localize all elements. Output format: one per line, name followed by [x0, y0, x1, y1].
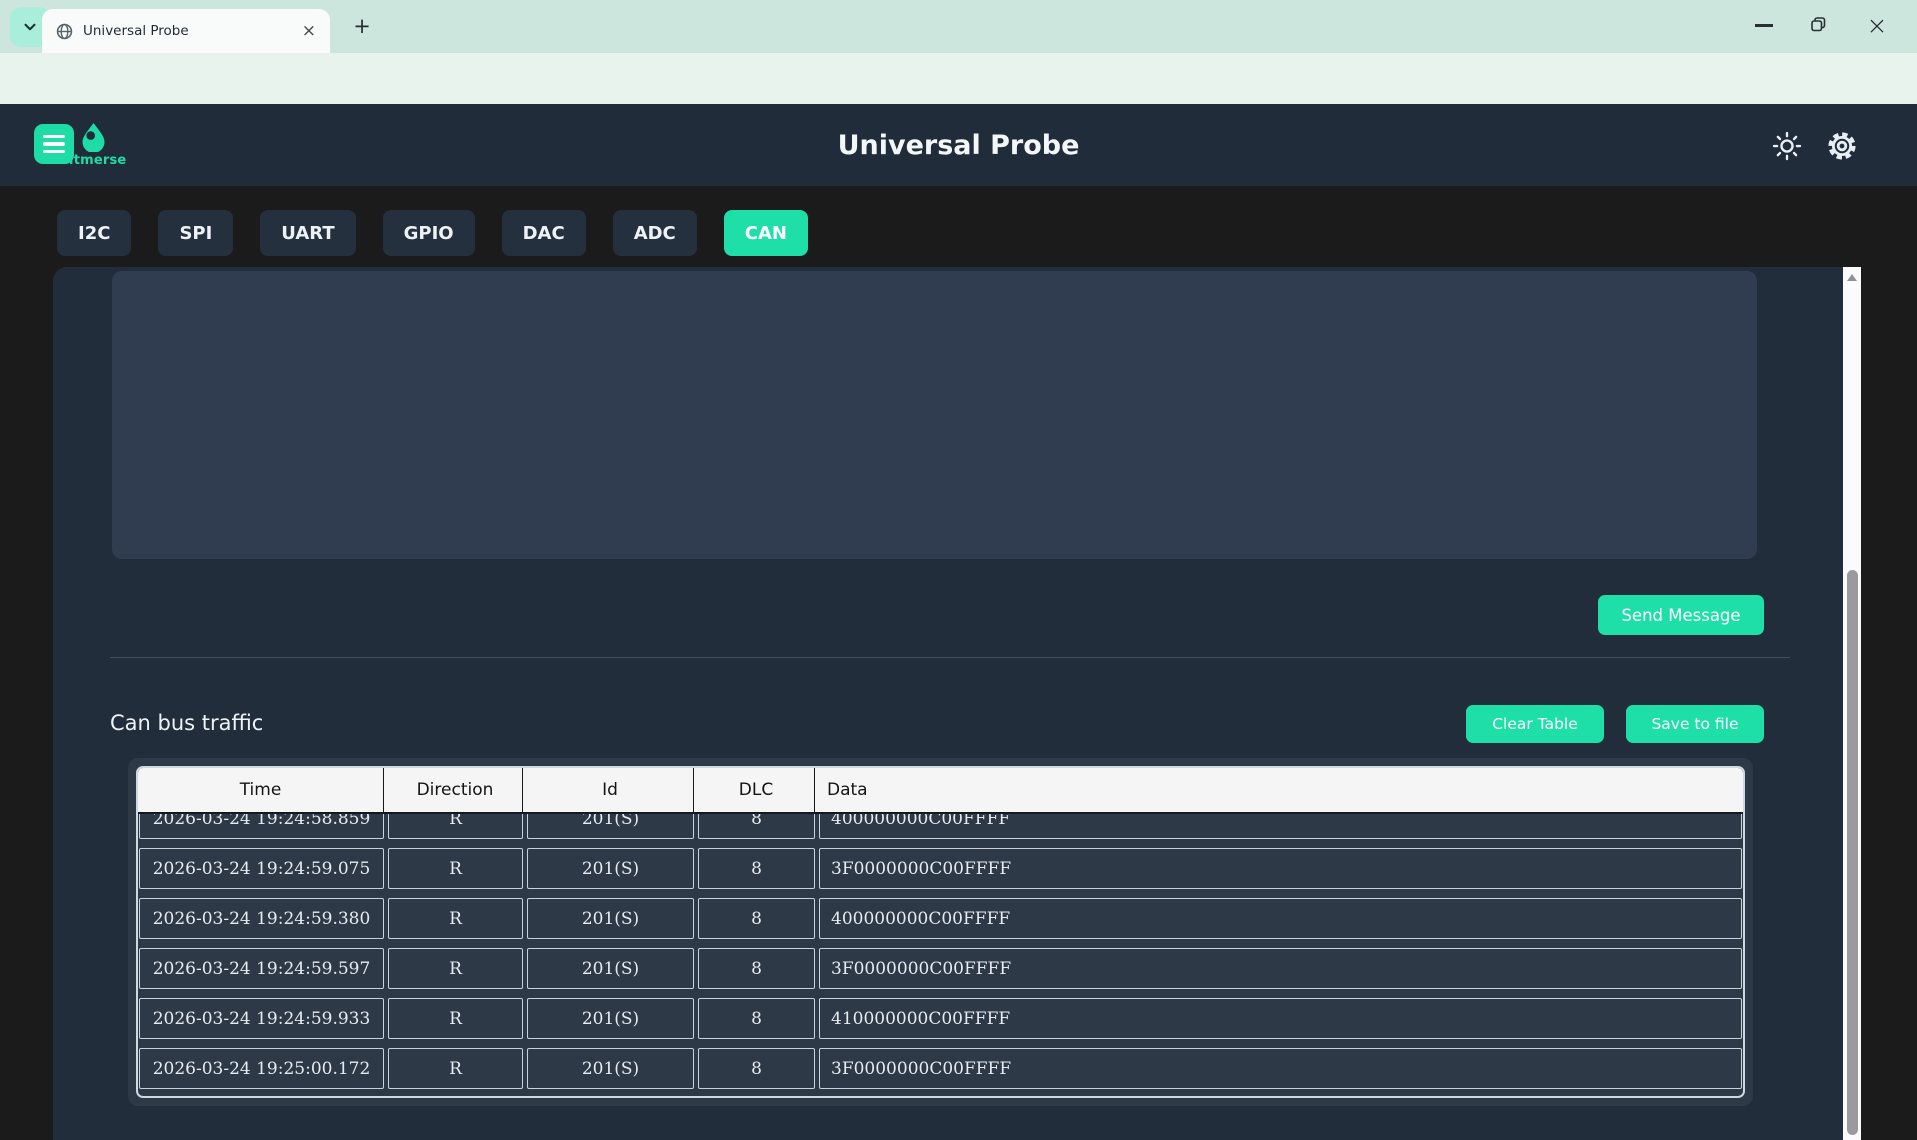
cell-direction: R — [388, 898, 523, 939]
traffic-table: Time Direction Id DLC Data 2026-03-24 19… — [136, 766, 1745, 1098]
brand-logo[interactable]: bitmerse — [60, 122, 126, 168]
tab-spi[interactable]: SPI — [158, 210, 234, 256]
cell-data: 400000000C00FFFF — [819, 814, 1742, 839]
column-header-dlc: DLC — [693, 768, 814, 812]
tab-uart[interactable]: UART — [260, 210, 356, 256]
cell-direction: R — [388, 848, 523, 889]
tab-close-icon[interactable]: × — [301, 20, 316, 41]
cell-data: 3F0000000C00FFFF — [819, 948, 1742, 989]
cell-data: 3F0000000C00FFFF — [819, 848, 1742, 889]
can-message-input[interactable] — [112, 271, 1757, 559]
section-divider — [110, 657, 1790, 658]
cell-time: 2026-03-24 19:24:58.859 — [139, 814, 384, 839]
window-restore-button[interactable] — [1811, 17, 1826, 36]
cell-id: 201(S) — [527, 814, 694, 839]
cell-time: 2026-03-24 19:24:59.380 — [139, 898, 384, 939]
scrollbar[interactable] — [1843, 267, 1861, 1140]
clear-table-button[interactable]: Clear Table — [1466, 705, 1604, 743]
tab-gpio[interactable]: GPIO — [382, 210, 475, 256]
cell-direction: R — [388, 1048, 523, 1089]
scrollbar-up-arrow-icon[interactable] — [1847, 274, 1857, 281]
globe-favicon-icon — [56, 23, 73, 39]
table-row: 2026-03-24 19:24:59.075 R 201(S) 8 3F000… — [139, 848, 1742, 889]
cell-direction: R — [388, 814, 523, 839]
page-title: Universal Probe — [837, 129, 1080, 161]
window-close-button[interactable]: × — [1866, 11, 1888, 40]
traffic-table-panel: Time Direction Id DLC Data 2026-03-24 19… — [128, 758, 1753, 1106]
cell-id: 201(S) — [527, 998, 694, 1039]
table-row: 2026-03-24 19:24:59.597 R 201(S) 8 3F000… — [139, 948, 1742, 989]
cell-direction: R — [388, 998, 523, 1039]
hamburger-icon — [43, 134, 65, 138]
restore-icon — [1811, 17, 1826, 32]
cell-data: 410000000C00FFFF — [819, 998, 1742, 1039]
cell-dlc: 8 — [698, 898, 815, 939]
bitmerse-droplet-icon — [82, 123, 104, 152]
column-header-direction: Direction — [383, 768, 522, 812]
cell-dlc: 8 — [698, 1048, 815, 1089]
cell-time: 2026-03-24 19:24:59.075 — [139, 848, 384, 889]
theme-toggle-button[interactable] — [1769, 128, 1805, 164]
app-header — [0, 104, 1917, 186]
scrollbar-thumb[interactable] — [1846, 570, 1858, 1135]
cell-data: 400000000C00FFFF — [819, 898, 1742, 939]
cell-data: 3F0000000C00FFFF — [819, 1048, 1742, 1089]
column-header-time: Time — [239, 780, 282, 800]
table-rows-viewport: 2026-03-24 19:24:58.859 R 201(S) 8 40000… — [138, 814, 1743, 1094]
cell-time: 2026-03-24 19:25:00.172 — [139, 1048, 384, 1089]
table-row: 2026-03-24 19:24:59.933 R 201(S) 8 41000… — [139, 998, 1742, 1039]
cell-dlc: 8 — [698, 848, 815, 889]
tab-title: Universal Probe — [83, 23, 189, 39]
protocol-tab-bar: I2C SPI UART GPIO DAC ADC CAN — [57, 210, 808, 256]
browser-toolbar: ← → Not secure 192.168.30.8 ☆ D ⋮ — [0, 53, 1917, 151]
tab-adc[interactable]: ADC — [612, 210, 697, 256]
cell-id: 201(S) — [527, 1048, 694, 1089]
window-minimize-button[interactable] — [1755, 24, 1773, 27]
send-message-button[interactable]: Send Message — [1598, 595, 1764, 635]
cell-dlc: 8 — [698, 814, 815, 839]
table-header-row: Time Direction Id DLC Data — [138, 768, 1743, 814]
column-header-id: Id — [522, 768, 693, 812]
browser-tab-strip: Universal Probe × + × — [0, 0, 1917, 53]
tab-can[interactable]: CAN — [723, 210, 808, 256]
browser-tab[interactable]: Universal Probe × — [42, 9, 330, 53]
table-row: 2026-03-24 19:24:59.380 R 201(S) 8 40000… — [139, 898, 1742, 939]
chevron-down-icon — [24, 23, 36, 31]
brand-name: bitmerse — [59, 153, 127, 168]
cell-dlc: 8 — [698, 998, 815, 1039]
cell-id: 201(S) — [527, 898, 694, 939]
traffic-heading: Can bus traffic — [110, 711, 264, 735]
tab-dac[interactable]: DAC — [501, 210, 586, 256]
column-header-data: Data — [814, 768, 1743, 812]
sun-icon — [1772, 131, 1802, 161]
can-content-card: Send Message Can bus traffic Clear Table… — [53, 267, 1843, 1140]
save-to-file-button[interactable]: Save to file — [1626, 705, 1764, 743]
settings-button[interactable] — [1824, 128, 1860, 164]
gear-icon — [1828, 132, 1856, 160]
cell-id: 201(S) — [527, 848, 694, 889]
cell-time: 2026-03-24 19:24:59.933 — [139, 998, 384, 1039]
cell-direction: R — [388, 948, 523, 989]
tab-i2c[interactable]: I2C — [57, 210, 132, 256]
new-tab-button[interactable]: + — [353, 14, 371, 38]
table-row: 2026-03-24 19:25:00.172 R 201(S) 8 3F000… — [139, 1048, 1742, 1089]
table-row: 2026-03-24 19:24:58.859 R 201(S) 8 40000… — [139, 814, 1742, 839]
menu-button[interactable] — [34, 124, 74, 164]
cell-id: 201(S) — [527, 948, 694, 989]
cell-time: 2026-03-24 19:24:59.597 — [139, 948, 384, 989]
cell-dlc: 8 — [698, 948, 815, 989]
